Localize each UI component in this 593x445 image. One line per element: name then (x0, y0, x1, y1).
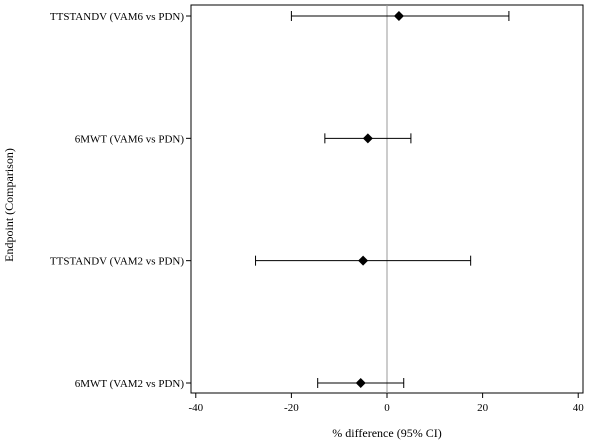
y-tick-label: 6MWT (VAM6 vs PDN) (75, 133, 185, 145)
estimate-row (290, 11, 510, 21)
estimate-row (317, 378, 405, 388)
x-tick-label: 40 (573, 402, 585, 414)
y-axis-title: Endpoint (Comparison) (2, 148, 16, 262)
estimate-row (324, 133, 412, 144)
x-tick-label: 0 (384, 402, 390, 414)
point-estimate-marker (362, 133, 373, 144)
point-estimate-marker (393, 11, 404, 21)
y-tick-label: 6MWT (VAM2 vs PDN) (75, 378, 185, 390)
x-tick-label: -40 (188, 402, 203, 414)
estimate-row (255, 255, 472, 266)
x-tick-label: 20 (477, 402, 489, 414)
x-tick-label: -20 (284, 402, 299, 414)
point-estimate-marker (358, 255, 369, 266)
y-tick-label: TTSTANDV (VAM6 vs PDN) (50, 11, 184, 23)
estimate-rows (255, 11, 510, 388)
y-tick-label: TTSTANDV (VAM2 vs PDN) (50, 256, 184, 268)
point-estimate-marker (355, 378, 366, 388)
x-axis: -40 -20 0 20 40 (188, 393, 584, 414)
x-axis-title: % difference (95% CI) (332, 426, 441, 440)
y-axis: TTSTANDV (VAM6 vs PDN) 6MWT (VAM6 vs PDN)… (50, 11, 191, 390)
